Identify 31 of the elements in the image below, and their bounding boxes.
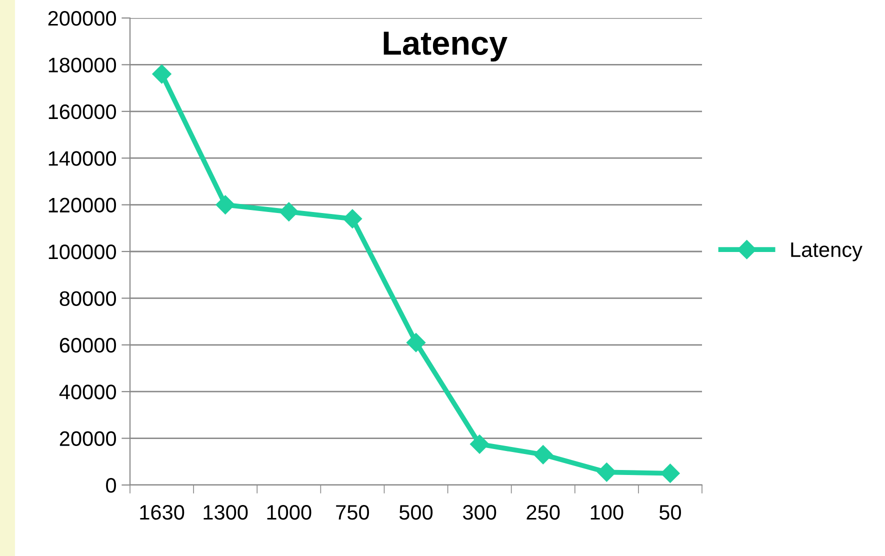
y-tick-label: 40000 bbox=[59, 384, 116, 400]
point bbox=[279, 202, 298, 222]
point bbox=[597, 462, 616, 482]
x-tick-label: 300 bbox=[462, 504, 496, 520]
point bbox=[216, 195, 235, 214]
y-tick-label: 20000 bbox=[60, 431, 116, 446]
y-tick-label: 200000 bbox=[48, 11, 116, 26]
point bbox=[534, 445, 553, 464]
point bbox=[406, 333, 426, 352]
y-tick-label: 180000 bbox=[48, 58, 116, 72]
point bbox=[470, 434, 490, 454]
x-tick-label: 250 bbox=[526, 504, 560, 520]
y-tick-label: 0 bbox=[106, 478, 116, 493]
x-tick-label: 750 bbox=[336, 504, 370, 520]
x-tick-label: 1300 bbox=[204, 504, 248, 520]
x-tick-label: 1630 bbox=[140, 504, 184, 520]
y-tick-label: 60000 bbox=[60, 338, 116, 353]
y-tick-label: 120000 bbox=[48, 198, 116, 213]
y-tick-label: 140000 bbox=[48, 151, 116, 166]
x-tick-label: 50 bbox=[659, 504, 681, 520]
point bbox=[660, 464, 680, 483]
x-tick-label: 100 bbox=[590, 504, 624, 520]
y-tick-label: 80000 bbox=[60, 291, 116, 306]
y-tick-label: 100000 bbox=[48, 244, 116, 260]
point bbox=[342, 209, 362, 228]
chart-title: Latency bbox=[384, 32, 508, 62]
x-tick-label: 500 bbox=[399, 504, 433, 520]
legend-label: Latency bbox=[791, 242, 862, 262]
x-tick-label: 1000 bbox=[267, 504, 312, 520]
y-tick-label: 160000 bbox=[48, 104, 116, 120]
point bbox=[152, 64, 172, 84]
